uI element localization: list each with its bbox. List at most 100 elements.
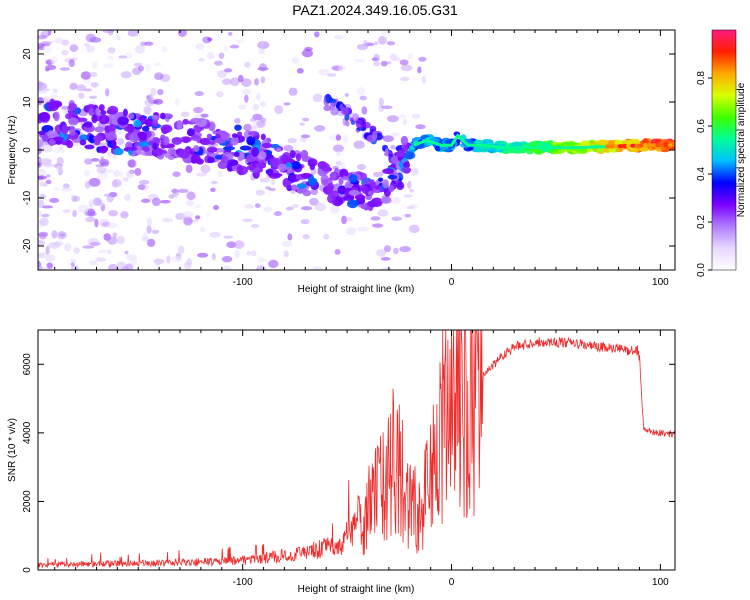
ridge-blob [516,148,528,154]
noise-blob [216,91,224,98]
ridge-blob [239,153,245,161]
ridge-blob [276,147,282,153]
noise-blob [392,247,399,255]
noise-blob [224,68,233,73]
noise-blob [107,249,112,255]
ridge-blob [650,138,662,145]
ridge-blob [550,148,559,153]
noise-blob [41,213,50,218]
noise-blob [300,219,310,225]
noise-blob [242,218,254,223]
noise-blob [259,177,271,183]
noise-blob [45,64,57,71]
noise-blob [410,167,419,176]
noise-blob [249,117,257,122]
noise-blob [268,187,276,192]
noise-blob [88,95,98,100]
noise-blob [256,257,263,264]
ridge-blob [48,138,55,147]
noise-blob [356,86,366,96]
noise-blob [141,198,151,204]
noise-blob [195,43,205,51]
ridge-blob [367,190,374,196]
noise-blob [118,55,128,59]
noise-blob [359,95,368,101]
noise-blob [301,49,314,58]
noise-blob [373,54,381,62]
noise-blob [373,61,380,67]
ridge-blob [231,133,238,138]
noise-blob [281,240,293,247]
noise-blob [299,122,305,126]
noise-blob [172,171,181,177]
noise-blob [111,179,118,188]
ridge-blob [360,204,367,210]
noise-blob [51,230,58,239]
noise-blob [256,119,266,129]
noise-blob [45,174,51,178]
colorbar-tick-label: 0.6 [696,119,707,133]
noise-blob [301,206,313,211]
y-tick-label: 0 [22,567,33,573]
snr-frame [37,329,676,571]
ridge-blob [52,136,64,142]
noise-blob [70,262,75,267]
ridge-blob [236,131,243,136]
noise-blob [45,245,50,255]
noise-blob [185,164,193,174]
ridge-blob [260,133,266,141]
ridge-blob [111,139,117,149]
noise-blob [380,267,393,270]
noise-blob [380,256,391,261]
noise-blob [260,76,266,84]
ridge-blob [162,136,170,146]
colorbar-tick-label: 0.0 [696,263,707,277]
noise-blob [299,137,307,143]
ridge-blob [295,153,302,162]
noise-blob [244,62,251,68]
noise-blob [120,71,132,79]
noise-blob [341,215,347,225]
y-tick-label: 6000 [22,353,33,376]
ridge-blob [251,146,260,157]
ridge-blob [307,158,318,167]
y-tick-label: 0 [22,147,33,153]
ridge-blob [398,160,404,168]
noise-blob [409,188,414,193]
ridge-blob [138,141,150,148]
ridge-blob [329,171,337,180]
noise-blob [377,36,387,45]
noise-blob [48,241,61,249]
noise-blob [94,218,99,228]
noise-blob [380,30,391,36]
noise-blob [206,52,215,60]
noise-blob [107,151,113,157]
ridge-blob [83,121,93,128]
ridge-blob [128,113,135,120]
ridge-peak-blob [655,143,662,148]
noise-blob [354,59,365,63]
noise-blob [38,175,47,180]
noise-blob [346,216,353,222]
noise-blob [146,94,153,102]
noise-blob [270,177,276,186]
noise-blob [151,197,161,207]
ridge-blob [230,135,239,146]
noise-blob [171,255,183,263]
ridge-blob [256,150,267,160]
ridge-blob [291,184,298,191]
ridge-blob [86,104,96,109]
ridge-blob [388,184,395,193]
noise-blob [291,204,299,209]
ridge-blob [615,148,624,153]
noise-blob [38,199,45,209]
noise-blob [113,169,120,177]
ridge-blob [84,144,95,150]
ridge-blob [152,142,158,150]
noise-blob [268,259,279,269]
noise-blob [417,66,422,74]
ridge-blob [308,177,318,186]
noise-blob [338,64,346,72]
